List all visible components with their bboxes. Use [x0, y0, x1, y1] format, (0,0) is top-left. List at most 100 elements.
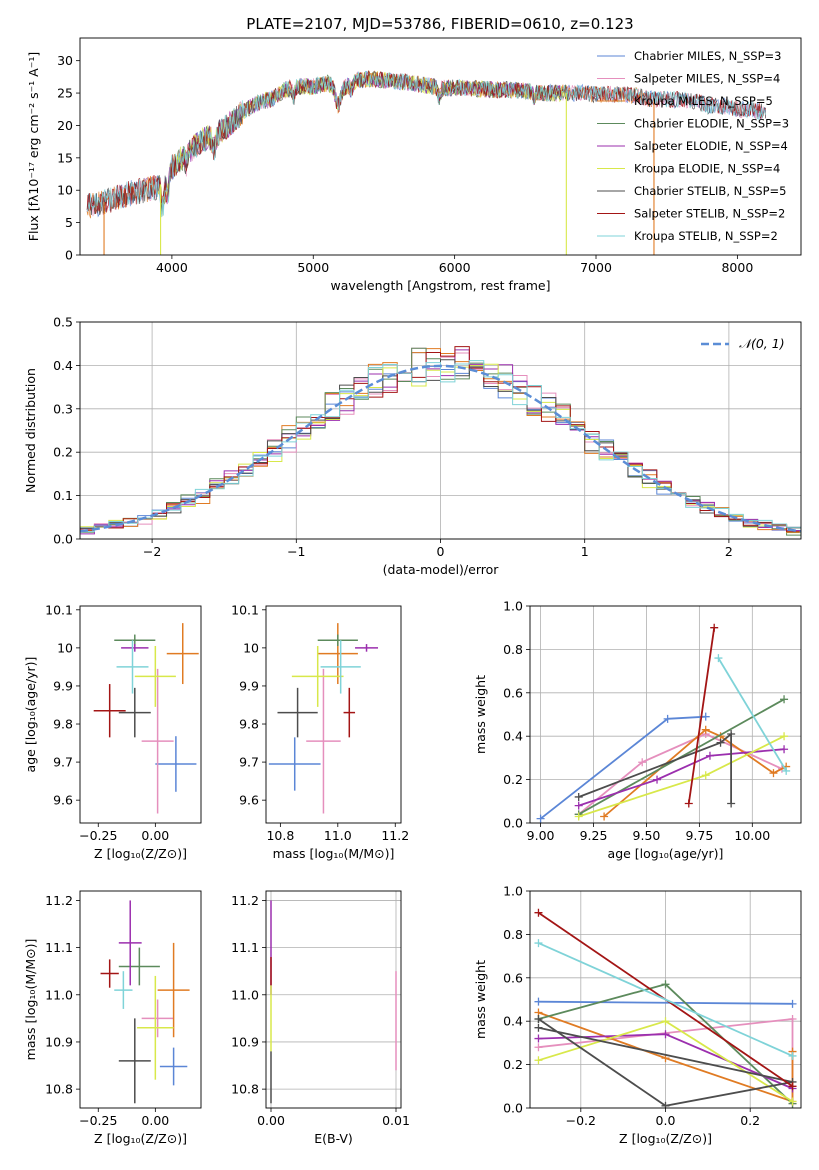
- y-axis-label: mass weight: [473, 960, 488, 1039]
- x-tick-label: −0.2: [566, 1113, 596, 1128]
- y-tick-label: 9.8: [53, 717, 73, 732]
- x-tick-label: 0.01: [382, 1113, 410, 1128]
- panel-residuals: −2 −1 0 1 2 0.0 0.1 0.2 0.3 0.4 0.5 (data-model)/er…: [23, 315, 802, 577]
- x-tick-label: 7000: [580, 260, 612, 275]
- y-tick-label: 0.0: [53, 532, 73, 547]
- x-tick-label: 0.2: [740, 1113, 760, 1128]
- mass-weight-line: [538, 942, 793, 1057]
- legend-label: Chabrier MILES, N_SSP=3: [634, 49, 781, 63]
- axes-frame: [79, 890, 202, 1109]
- mass-weight-marker: [701, 725, 710, 734]
- spectrum-line: [86, 69, 767, 214]
- mass-weight-marker: [684, 799, 693, 808]
- y-tick-label: 9.7: [53, 755, 73, 770]
- y-tick-label: 9.9: [53, 678, 73, 693]
- y-tick-label: 0.8: [503, 927, 523, 942]
- y-tick-label: 0.4: [503, 729, 523, 744]
- legend-label: Salpeter MILES, N_SSP=4: [634, 72, 780, 86]
- y-axis-label: Normed distribution: [23, 368, 38, 493]
- axes-frame: [79, 605, 202, 824]
- y-tick-label: 11.0: [231, 987, 259, 1002]
- mass-weight-marker: [788, 1015, 797, 1024]
- x-tick-label: 0.00: [141, 828, 169, 843]
- y-tick-label: 9.6: [53, 793, 73, 808]
- y-tick-label: 5: [65, 215, 73, 230]
- mass-weight-line: [578, 732, 732, 804]
- x-tick-label: 0: [437, 544, 445, 559]
- mass-weight-marker: [705, 751, 714, 760]
- mass-weight-marker: [663, 714, 672, 723]
- y-tick-label: 0.6: [503, 970, 523, 985]
- y-axis-label: age [log₁₀(age/yr)]: [23, 657, 38, 773]
- plot-area: [86, 69, 767, 255]
- mass-weight-line: [603, 728, 787, 818]
- panel-mass_vs_Z: −0.25 0.00 10.8 10.9 11.0 11.1 11.2 Z [log₁₀(Z/…: [23, 890, 202, 1146]
- x-tick-label: −2: [143, 544, 161, 559]
- x-tick-label: 11.0: [324, 828, 352, 843]
- y-tick-label: 10.1: [45, 602, 73, 617]
- plot-area: [270, 900, 397, 1104]
- legend-label: Kroupa ELODIE, N_SSP=4: [634, 162, 780, 176]
- y-tick-label: 0.0: [503, 816, 523, 831]
- y-tick-label: 25: [57, 86, 73, 101]
- panel-mass_vs_ebv: 0.00 0.01 10.8 10.9 11.0 11.1 11.2 E(B-V): [231, 890, 410, 1146]
- y-tick-label: 11.1: [45, 940, 73, 955]
- mass-weight-line: [578, 733, 783, 815]
- plot-area: [534, 908, 797, 1108]
- mass-weight-marker: [661, 1030, 670, 1039]
- x-tick-label: −1: [287, 544, 305, 559]
- x-tick-label: 10.8: [266, 828, 294, 843]
- mass-weight-marker: [534, 1023, 543, 1032]
- legend-label: Salpeter STELIB, N_SSP=2: [634, 207, 785, 221]
- normal-curve: [80, 364, 801, 533]
- mass-weight-marker: [661, 980, 670, 989]
- mass-weight-line: [540, 715, 706, 820]
- x-axis-label: Z [log₁₀(Z/Z⊙)]: [619, 1131, 712, 1146]
- mass-weight-marker: [600, 812, 609, 821]
- x-axis-label: Z [log₁₀(Z/Z⊙)]: [94, 846, 187, 861]
- mass-weight-marker: [534, 1034, 543, 1043]
- y-tick-label: 0.3: [53, 401, 73, 416]
- spectrum-line: [86, 70, 767, 218]
- y-tick-label: 0.5: [53, 315, 73, 330]
- y-tick-label: 1.0: [503, 884, 523, 899]
- mass-weight-marker: [534, 939, 543, 948]
- mass-weight-marker: [661, 1017, 670, 1026]
- plot-area: [268, 623, 379, 814]
- y-tick-label: 11.0: [45, 987, 73, 1002]
- panel-age_vs_Z: −0.25 0.00 9.6 9.7 9.8 9.9 10 10.1 Z [log₁₀(Z/Z⊙…: [23, 602, 202, 861]
- mass-weight-marker: [727, 730, 736, 739]
- x-tick-label: 9.00: [527, 828, 555, 843]
- mass-weight-marker: [534, 997, 543, 1006]
- y-tick-label: 0.4: [53, 358, 73, 373]
- y-tick-label: 10: [57, 640, 73, 655]
- x-tick-label: 0.0: [656, 1113, 676, 1128]
- x-tick-label: 4000: [156, 260, 188, 275]
- x-tick-label: 11.2: [381, 828, 409, 843]
- y-tick-label: 0: [65, 248, 73, 263]
- mass-weight-marker: [574, 792, 583, 801]
- y-tick-label: 9.7: [239, 755, 259, 770]
- mass-weight-line: [687, 627, 716, 804]
- y-tick-label: 1.0: [503, 599, 523, 614]
- x-tick-label: 10.00: [734, 828, 770, 843]
- mass-weight-marker: [534, 908, 543, 917]
- y-tick-label: 0.6: [503, 685, 523, 700]
- y-tick-label: 10.9: [45, 1034, 73, 1049]
- mass-weight-line: [537, 1018, 793, 1107]
- panel-age_vs_mass: 10.8 11.0 11.2 9.6 9.7 9.8 9.9 10 10.1 mass [log₁…: [231, 602, 409, 861]
- x-tick-label: 9.50: [633, 828, 661, 843]
- x-axis-label: Z [log₁₀(Z/Z⊙)]: [94, 1131, 187, 1146]
- axes-frame: [529, 605, 802, 824]
- mass-weight-marker: [727, 799, 736, 808]
- mass-weight-marker: [780, 732, 789, 741]
- y-tick-label: 0.1: [53, 488, 73, 503]
- mass-weight-marker: [534, 1015, 543, 1024]
- mass-weight-marker: [710, 623, 719, 632]
- legend-label: 𝒩(0, 1): [739, 336, 785, 351]
- mass-weight-marker: [653, 775, 662, 784]
- legend-label: Chabrier STELIB, N_SSP=5: [634, 184, 786, 198]
- x-axis-label: wavelength [Angstrom, rest frame]: [330, 278, 550, 293]
- mass-weight-marker: [574, 812, 583, 821]
